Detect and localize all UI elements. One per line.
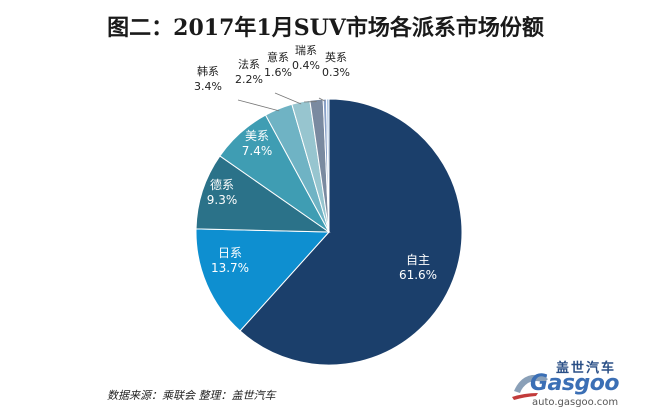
pie-slice-2: [195, 155, 331, 233]
slice-label-6: 1.6%: [264, 66, 292, 79]
slice-name-4: 韩系: [197, 64, 219, 78]
slice-name-6: 意系: [267, 50, 289, 64]
leader-lines: [237, 92, 326, 112]
slice-name-3: 美系: [245, 129, 269, 143]
slice-label-7: 0.4%: [292, 59, 320, 72]
slice-label-3: 7.4%: [242, 144, 273, 158]
slice-label-1: 13.7%: [211, 261, 249, 275]
logo-url: auto.gasgoo.com: [532, 397, 619, 408]
chart-title: 图二：2017年1月SUV市场各派系市场份额: [107, 15, 544, 41]
leader-line-7: [318, 97, 326, 102]
slice-name-2: 德系: [210, 177, 234, 192]
leader-line-4: [237, 99, 280, 112]
pie-slice-1: [195, 228, 331, 332]
slice-label-0: 61.6%: [399, 268, 437, 282]
slice-name-8: 英系: [325, 50, 347, 64]
leader-line-5: [274, 92, 302, 105]
car-logo-icon: [512, 374, 548, 400]
pie-slice-0: [239, 98, 463, 366]
slice-name-5: 法系: [238, 57, 260, 71]
gasgoo-logo: 盖世汽车 Gasgoo auto.gasgoo.com: [510, 357, 642, 409]
slice-name-1: 日系: [218, 246, 242, 260]
pie-slice-8: [325, 98, 330, 233]
slice-label-5: 2.2%: [235, 73, 263, 86]
slice-label-4: 3.4%: [194, 80, 222, 93]
slice-name-0: 自主: [406, 253, 430, 267]
slice-name-7: 瑞系: [295, 43, 317, 57]
slice-label-8: 0.3%: [322, 66, 350, 79]
logo-chinese-text: 盖世汽车: [556, 361, 617, 376]
slice-label-2: 9.3%: [207, 193, 238, 207]
source-note: 数据来源：乘联会 整理：盖世汽车: [107, 389, 276, 402]
pie-slices: [195, 98, 463, 366]
logo-wordmark: Gasgoo: [530, 371, 619, 396]
